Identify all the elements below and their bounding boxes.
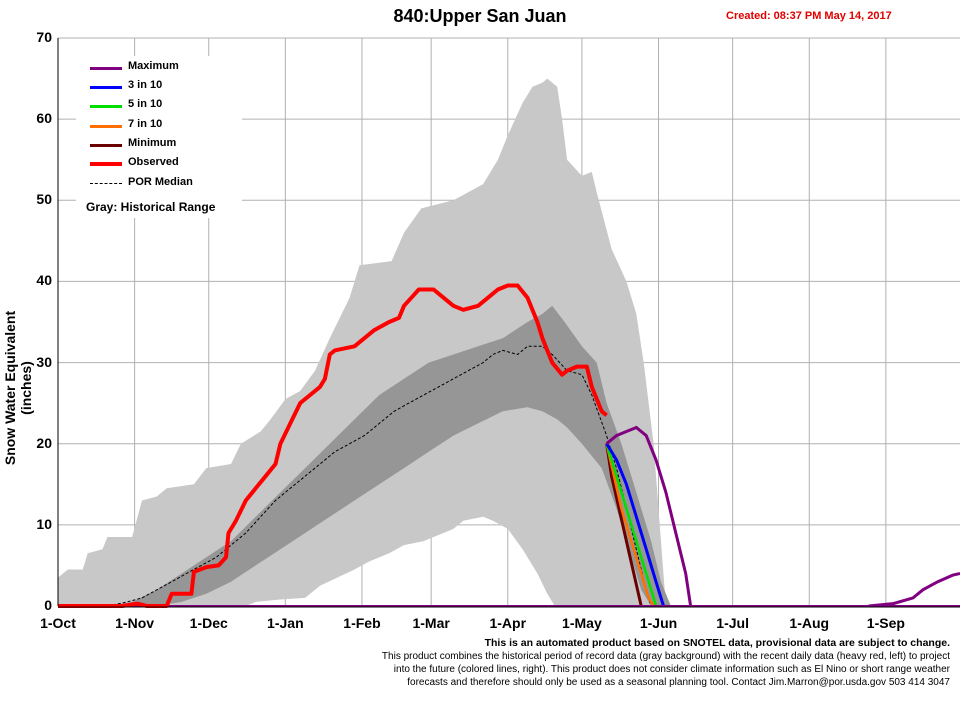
y-tick-label: 30 [36, 353, 52, 370]
legend-label-observed: Observed [128, 156, 179, 168]
chart-legend: Maximum 3 in 10 5 in 10 7 in 10 Minimum … [76, 56, 242, 218]
series-observed [58, 283, 608, 608]
x-tick-label: 1-Jan [267, 615, 304, 631]
legend-label-7in10: 7 in 10 [128, 118, 163, 130]
chart-title: 840:Upper San Juan [393, 6, 567, 26]
created-timestamp: Created: 08:37 PM May 14, 2017 [726, 10, 892, 22]
legend-swatch-minimum [90, 144, 122, 147]
legend-swatch-5in10 [90, 105, 122, 108]
x-tick-label: 1-Jun [639, 615, 678, 631]
historical-inner-band [58, 305, 671, 606]
legend-swatch-maximum [90, 67, 122, 70]
x-tick-label: 1-Jul [716, 615, 749, 631]
x-tick-label: 1-Oct [40, 615, 76, 631]
series-por-median [58, 345, 652, 607]
legend-swatch-3in10 [90, 86, 122, 89]
legend-label-median: POR Median [128, 176, 193, 188]
y-axis-label: Snow Water Equivalent (inches) [2, 310, 34, 466]
x-tick-label: 1-Apr [489, 615, 527, 631]
footer-line-4: forecasts and therefore should only be u… [407, 677, 950, 688]
legend-gray-note: Gray: Historical Range [86, 200, 216, 214]
series-7in10 [605, 443, 655, 607]
series-3in10 [605, 442, 665, 607]
legend-label-minimum: Minimum [128, 137, 177, 149]
x-tick-label: 1-Feb [343, 615, 381, 631]
legend-swatch-observed [90, 162, 122, 166]
series-maximum-tail [868, 572, 960, 608]
footer-disclaimer: This is an automated product based on SN… [250, 637, 950, 689]
legend-swatch-median [90, 183, 122, 184]
series-maximum [605, 425, 693, 607]
series-5in10 [605, 443, 658, 607]
y-tick-label: 50 [36, 191, 52, 208]
y-tick-label: 20 [36, 434, 52, 451]
y-tick-label: 10 [36, 515, 52, 532]
y-tick-label: 60 [36, 110, 52, 127]
x-tick-label: 1-Dec [189, 615, 228, 631]
x-tick-label: 1-Aug [789, 615, 830, 631]
legend-label-5in10: 5 in 10 [128, 98, 163, 110]
legend-label-maximum: Maximum [128, 60, 179, 72]
footer-line-2: This product combines the historical per… [381, 651, 950, 662]
y-tick-label: 70 [36, 29, 52, 45]
footer-line-3: into the future (colored lines, right). … [393, 664, 950, 675]
x-tick-label: 1-Mar [412, 615, 450, 631]
x-tick-label: 1-Nov [115, 615, 155, 631]
x-tick-label: 1-Sep [866, 615, 905, 631]
legend-swatch-7in10 [90, 125, 122, 128]
x-tick-label: 1-May [562, 615, 602, 631]
y-tick-label: 40 [36, 272, 52, 289]
legend-label-3in10: 3 in 10 [128, 79, 163, 91]
footer-line-1: This is an automated product based on SN… [484, 637, 950, 649]
y-tick-label: 0 [44, 597, 52, 613]
series-minimum [605, 443, 643, 607]
